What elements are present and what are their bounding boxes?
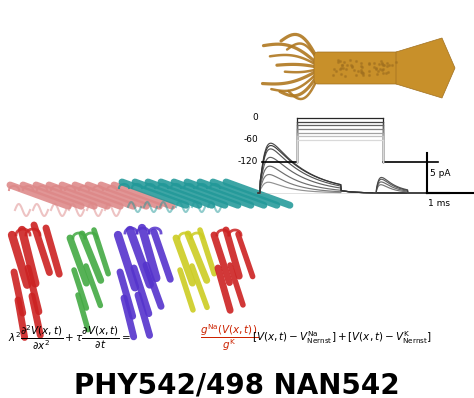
Text: 0: 0 xyxy=(252,113,258,123)
Text: $\lambda^2\dfrac{\partial^2 V(x,t)}{\partial x^2}+\tau\dfrac{\partial V(x,t)}{\p: $\lambda^2\dfrac{\partial^2 V(x,t)}{\par… xyxy=(8,324,131,352)
FancyBboxPatch shape xyxy=(314,52,400,84)
Text: -60: -60 xyxy=(243,135,258,144)
Polygon shape xyxy=(396,38,455,98)
Text: 1 ms: 1 ms xyxy=(428,199,450,208)
Text: -120: -120 xyxy=(237,158,258,166)
Text: $[V(x,t)-V^{\rm Na}_{\rm Nernst}]+[V(x,t)-V^{\rm K}_{\rm Nernst}]$: $[V(x,t)-V^{\rm Na}_{\rm Nernst}]+[V(x,t… xyxy=(252,330,432,346)
Text: $\dfrac{g^{\rm Na}(V(x,t))}{g^{\rm K}}$: $\dfrac{g^{\rm Na}(V(x,t))}{g^{\rm K}}$ xyxy=(200,322,258,353)
Text: 5 pA: 5 pA xyxy=(430,168,450,178)
Text: PHY542/498 NAN542: PHY542/498 NAN542 xyxy=(74,371,400,398)
